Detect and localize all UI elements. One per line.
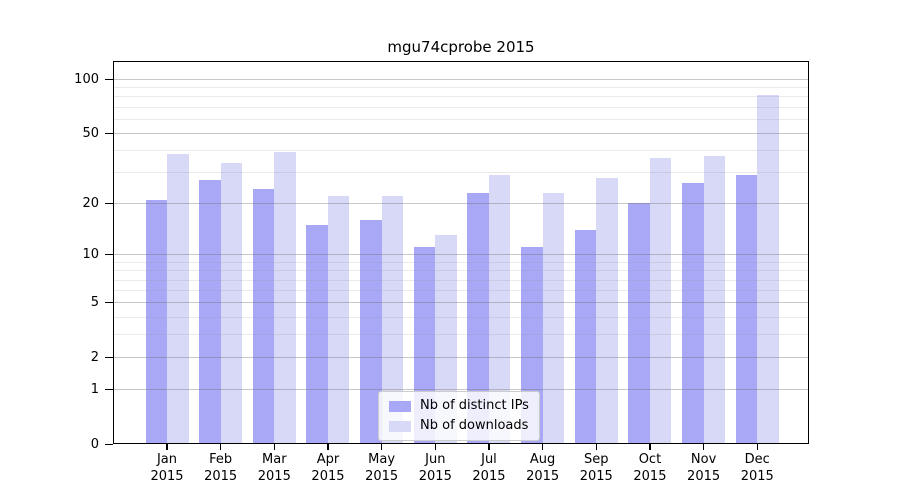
bar-ips-jan <box>145 199 167 444</box>
x-tick-label-dec: Dec 2015 <box>740 452 774 484</box>
gridline-minor-7 <box>113 279 809 281</box>
gridline-minor-90 <box>113 87 809 89</box>
gridline-major-50 <box>113 133 809 135</box>
x-tick-label-oct: Oct 2015 <box>633 452 667 484</box>
legend-item-distinct-ips: Nb of distinct IPs <box>389 398 529 414</box>
gridline-minor-9 <box>113 261 809 263</box>
x-tick-label-apr: Apr 2015 <box>311 452 345 484</box>
x-tick-mar <box>273 444 275 450</box>
gridline-major-2 <box>113 357 809 359</box>
bar-downloads-apr <box>327 196 350 444</box>
x-tick-label-nov: Nov 2015 <box>687 452 721 484</box>
plot-area: Nb of distinct IPs Nb of downloads 100 50… <box>74 61 809 484</box>
x-tick-label-jan: Jan 2015 <box>150 452 184 484</box>
gridline-minor-4 <box>113 316 809 318</box>
bar-ips-nov <box>682 183 704 444</box>
y-tick-label-2: 2 <box>90 349 99 365</box>
chart-title: mgu74cprobe 2015 <box>387 38 535 56</box>
x-tick-label-sep: Sep 2015 <box>579 452 613 484</box>
gridline-minor-60 <box>113 118 809 120</box>
gridline-minor-30 <box>113 172 809 174</box>
x-tick-label-jul: Jul 2015 <box>472 452 506 484</box>
x-tick-jun <box>434 444 436 450</box>
x-tick-aug <box>541 444 544 450</box>
x-tick-feb <box>219 444 222 450</box>
legend-swatch-distinct-ips <box>389 400 411 412</box>
x-tick-dec <box>756 444 758 450</box>
y-tick-100 <box>105 78 113 80</box>
legend: Nb of distinct IPs Nb of downloads <box>378 391 540 441</box>
x-tick-jul <box>488 444 490 450</box>
bar-downloads-feb <box>220 162 243 444</box>
bar-ips-apr <box>306 224 328 444</box>
y-tick-1 <box>105 388 113 391</box>
bar-downloads-aug <box>542 192 565 444</box>
bar-downloads-may <box>381 196 404 444</box>
y-tick-5 <box>105 301 113 304</box>
gridline-major-100 <box>113 79 809 80</box>
bar-ips-oct <box>628 203 650 444</box>
y-tick-50 <box>105 132 113 134</box>
x-tick-nov <box>702 444 705 450</box>
x-tick-jan <box>166 444 168 450</box>
y-tick-10 <box>105 253 113 256</box>
x-tick-may <box>380 444 383 450</box>
y-tick-label-20: 20 <box>82 195 99 211</box>
x-tick-sep <box>595 444 597 450</box>
legend-swatch-downloads <box>389 420 411 432</box>
gridline-minor-40 <box>113 150 809 152</box>
y-tick-0 <box>105 443 113 445</box>
bar-downloads-oct <box>649 158 672 444</box>
gridline-minor-6 <box>113 290 809 292</box>
gridline-minor-80 <box>113 96 809 98</box>
gridline-minor-8 <box>113 270 809 272</box>
y-tick-label-1: 1 <box>90 381 99 397</box>
gridline-major-5 <box>113 302 809 304</box>
bar-downloads-nov <box>703 156 726 444</box>
bar-ips-sep <box>574 229 597 444</box>
x-tick-oct <box>649 444 651 450</box>
bar-ips-feb <box>199 180 221 444</box>
bar-downloads-sep <box>596 177 618 444</box>
gridline-minor-3 <box>113 334 809 336</box>
bar-ips-mar <box>252 189 275 444</box>
bar-ips-jul <box>467 192 489 444</box>
legend-item-downloads: Nb of downloads <box>389 418 529 434</box>
x-tick-apr <box>327 444 329 450</box>
x-tick-label-may: May 2015 <box>365 452 399 484</box>
bar-ips-may <box>360 219 382 444</box>
legend-label-downloads: Nb of downloads <box>420 418 529 433</box>
gridline-major-1 <box>113 389 809 391</box>
legend-label-distinct-ips: Nb of distinct IPs <box>420 398 529 413</box>
bar-downloads-dec <box>757 95 779 444</box>
gridline-major-10 <box>113 254 809 256</box>
bar-downloads-mar <box>274 152 296 444</box>
x-tick-label-feb: Feb 2015 <box>204 452 238 484</box>
x-tick-label-aug: Aug 2015 <box>526 452 560 484</box>
y-tick-label-100: 100 <box>74 71 99 87</box>
bar-downloads-jul <box>488 175 511 444</box>
y-tick-label-5: 5 <box>90 294 99 310</box>
bar-ips-dec <box>735 175 758 444</box>
x-tick-label-mar: Mar 2015 <box>257 452 291 484</box>
y-tick-label-50: 50 <box>82 125 99 141</box>
y-tick-20 <box>105 202 113 205</box>
bar-downloads-jan <box>167 154 189 444</box>
y-tick-label-10: 10 <box>82 246 99 262</box>
x-tick-label-jun: Jun 2015 <box>418 452 452 484</box>
gridline-minor-70 <box>113 106 809 108</box>
gridline-major-20 <box>113 203 809 205</box>
y-tick-2 <box>105 356 113 358</box>
y-tick-label-0: 0 <box>90 436 99 452</box>
